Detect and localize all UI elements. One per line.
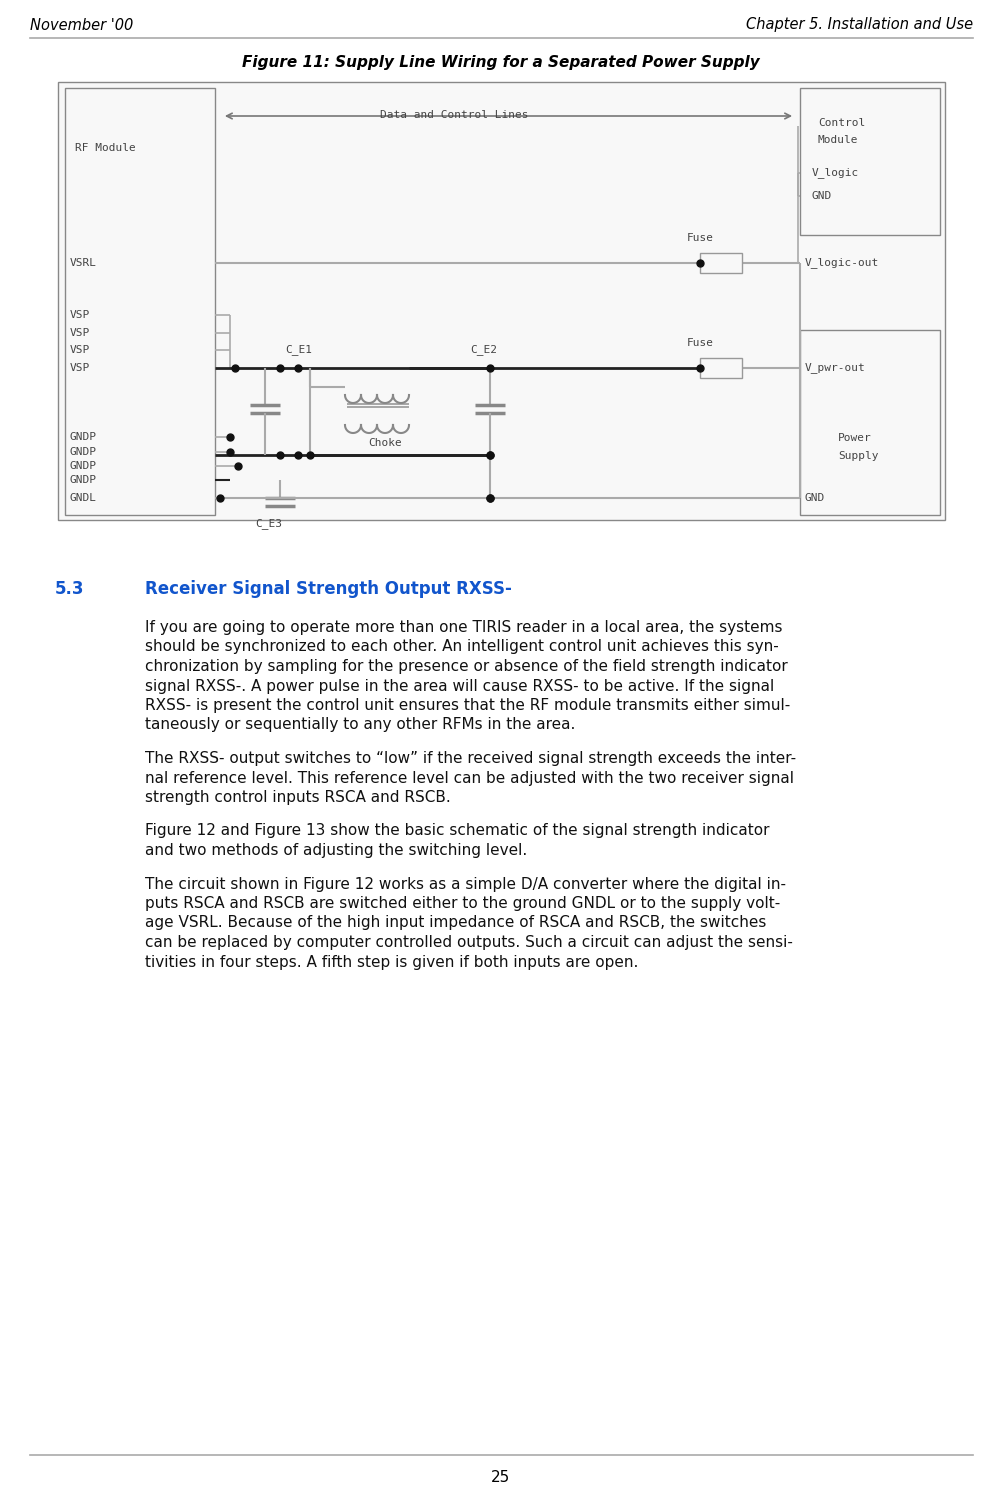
Text: GNDP: GNDP: [70, 448, 97, 457]
Text: GND: GND: [805, 492, 825, 503]
Text: can be replaced by computer controlled outputs. Such a circuit can adjust the se: can be replaced by computer controlled o…: [145, 935, 793, 950]
Text: Supply: Supply: [837, 451, 878, 461]
Text: C_E1: C_E1: [285, 345, 312, 355]
Text: and two methods of adjusting the switching level.: and two methods of adjusting the switchi…: [145, 843, 527, 858]
Text: The circuit shown in Figure 12 works as a simple D/A converter where the digital: The circuit shown in Figure 12 works as …: [145, 876, 786, 892]
Text: VSP: VSP: [70, 363, 90, 373]
Text: signal RXSS-. A power pulse in the area will cause RXSS- to be active. If the si: signal RXSS-. A power pulse in the area …: [145, 679, 774, 694]
Text: GNDP: GNDP: [70, 433, 97, 442]
Text: Control: Control: [818, 118, 865, 128]
Text: chronization by sampling for the presence or absence of the field strength indic: chronization by sampling for the presenc…: [145, 659, 787, 674]
Text: Receiver Signal Strength Output RXSS-: Receiver Signal Strength Output RXSS-: [145, 580, 511, 598]
Text: age VSRL. Because of the high input impedance of RSCA and RSCB, the switches: age VSRL. Because of the high input impe…: [145, 916, 766, 931]
Text: tivities in four steps. A fifth step is given if both inputs are open.: tivities in four steps. A fifth step is …: [145, 955, 637, 970]
Text: November '00: November '00: [30, 18, 133, 33]
Text: Choke: Choke: [368, 439, 402, 448]
Text: nal reference level. This reference level can be adjusted with the two receiver : nal reference level. This reference leve…: [145, 770, 794, 785]
Text: Fuse: Fuse: [685, 233, 712, 243]
Text: Power: Power: [837, 433, 871, 443]
Text: Chapter 5. Installation and Use: Chapter 5. Installation and Use: [745, 18, 972, 33]
Text: VSP: VSP: [70, 328, 90, 339]
Text: should be synchronized to each other. An intelligent control unit achieves this : should be synchronized to each other. An…: [145, 640, 778, 655]
Text: GNDP: GNDP: [70, 461, 97, 471]
Text: puts RSCA and RSCB are switched either to the ground GNDL or to the supply volt-: puts RSCA and RSCB are switched either t…: [145, 897, 780, 912]
Text: V_logic: V_logic: [812, 167, 859, 179]
Text: GND: GND: [812, 191, 832, 201]
Text: GNDL: GNDL: [70, 492, 97, 503]
Text: V_logic-out: V_logic-out: [805, 258, 879, 269]
Text: Fuse: Fuse: [685, 339, 712, 348]
Text: The RXSS- output switches to “low” if the received signal strength exceeds the i: The RXSS- output switches to “low” if th…: [145, 750, 796, 765]
Text: If you are going to operate more than one TIRIS reader in a local area, the syst: If you are going to operate more than on…: [145, 621, 782, 636]
Bar: [800, 88, 939, 236]
Bar: [699, 254, 741, 273]
Text: Module: Module: [818, 134, 858, 145]
Bar: [699, 358, 741, 377]
Text: Figure 12 and Figure 13 show the basic schematic of the signal strength indicato: Figure 12 and Figure 13 show the basic s…: [145, 824, 769, 839]
Bar: [58, 82, 944, 521]
Text: VSP: VSP: [70, 310, 90, 319]
Text: VSP: VSP: [70, 345, 90, 355]
Text: RXSS- is present the control unit ensures that the RF module transmits either si: RXSS- is present the control unit ensure…: [145, 698, 790, 713]
Text: RF Module: RF Module: [75, 143, 135, 154]
Text: 25: 25: [491, 1470, 510, 1485]
Text: 5.3: 5.3: [55, 580, 84, 598]
Text: GNDP: GNDP: [70, 474, 97, 485]
Text: C_E3: C_E3: [255, 518, 282, 528]
Text: Figure 11: Supply Line Wiring for a Separated Power Supply: Figure 11: Supply Line Wiring for a Sepa…: [241, 55, 760, 70]
Text: V_pwr-out: V_pwr-out: [805, 363, 865, 373]
Text: Data and Control Lines: Data and Control Lines: [380, 110, 528, 119]
Bar: [65, 88, 214, 515]
Text: strength control inputs RSCA and RSCB.: strength control inputs RSCA and RSCB.: [145, 789, 450, 806]
Text: taneously or sequentially to any other RFMs in the area.: taneously or sequentially to any other R…: [145, 718, 575, 733]
Text: VSRL: VSRL: [70, 258, 97, 269]
Text: C_E2: C_E2: [470, 345, 497, 355]
Bar: [800, 330, 939, 515]
